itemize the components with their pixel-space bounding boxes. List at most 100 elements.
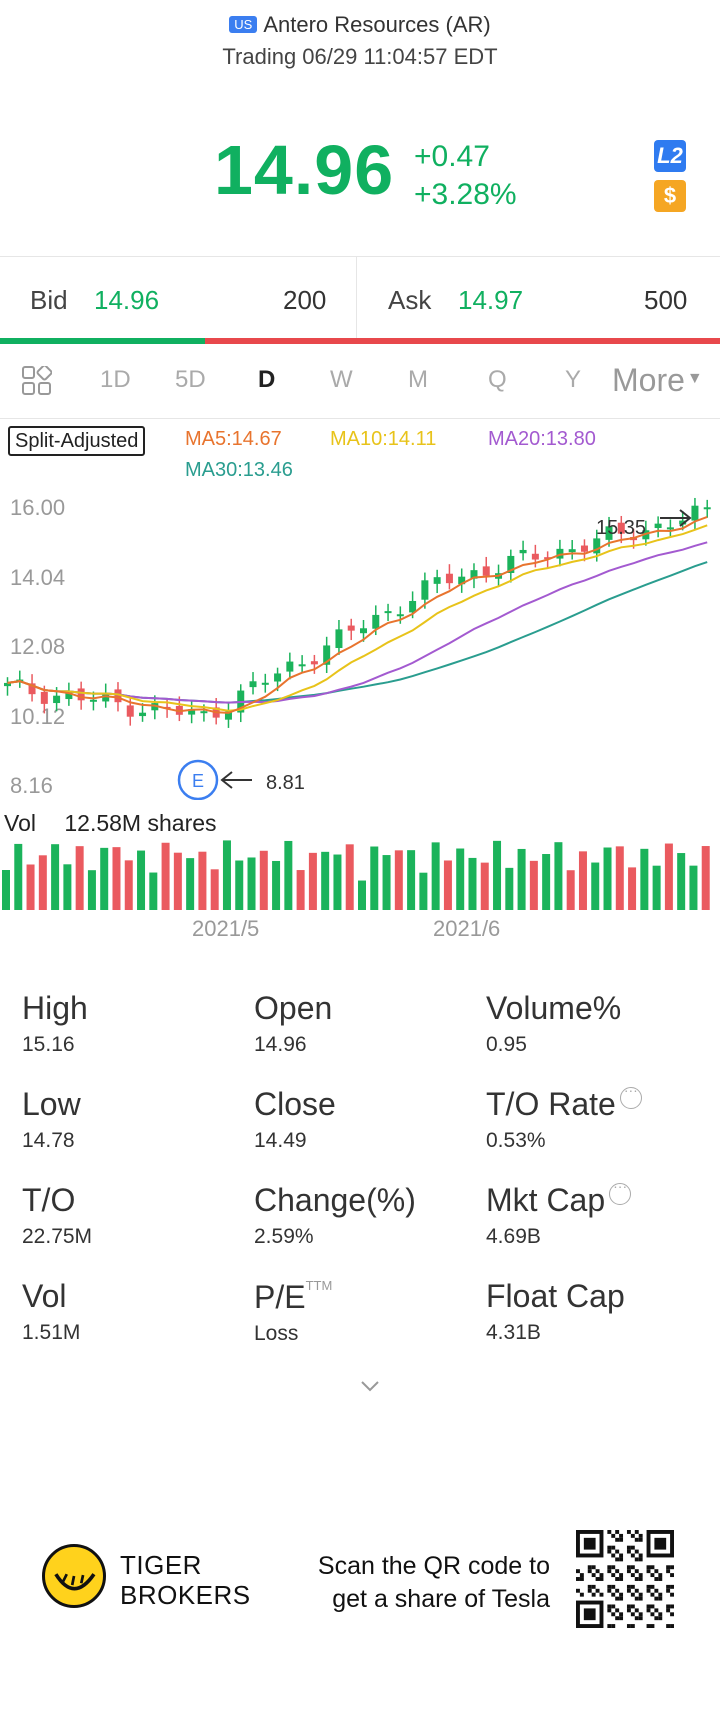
ma10-value: MA10:14.11 xyxy=(330,428,437,450)
volume-bar xyxy=(284,840,293,910)
qr-module xyxy=(619,1592,624,1597)
tab-w[interactable]: W xyxy=(330,366,353,393)
qr-module xyxy=(619,1557,624,1562)
change-percent: +3.28% xyxy=(414,178,517,211)
volume-bar xyxy=(443,860,452,910)
volume-bar xyxy=(578,851,587,910)
volume-bar xyxy=(100,847,109,910)
stat-value: Loss xyxy=(254,1322,299,1345)
stat-value: 14.49 xyxy=(254,1129,307,1152)
volume-bar xyxy=(628,867,637,910)
qr-module xyxy=(615,1530,620,1534)
stat-turnover-rate: T/O Rate 0.53% xyxy=(486,1082,706,1153)
volume-bar xyxy=(529,860,538,910)
qr-module xyxy=(576,1588,580,1593)
qr-module xyxy=(650,1612,655,1617)
tab-more[interactable]: More ▼ xyxy=(612,362,703,399)
volume-summary: Vol 12.58M shares xyxy=(4,810,217,837)
candle-body xyxy=(89,699,97,702)
stat-change-pct: Change(%) 2.59% xyxy=(254,1182,474,1249)
qr-module xyxy=(638,1557,643,1562)
stat-value: 4.31B xyxy=(486,1321,541,1344)
tab-q[interactable]: Q xyxy=(488,366,507,393)
stat-value: 2.59% xyxy=(254,1225,314,1248)
volume-bar xyxy=(222,840,231,910)
stat-value: 1.51M xyxy=(22,1321,81,1344)
tab-1d[interactable]: 1D xyxy=(100,366,131,393)
tab-d[interactable]: D xyxy=(258,366,276,393)
qr-module xyxy=(650,1624,655,1628)
qr-module xyxy=(607,1569,612,1574)
volume-bar xyxy=(210,869,219,910)
candle-body xyxy=(372,614,380,629)
qr-module xyxy=(666,1624,671,1628)
tab-y[interactable]: Y xyxy=(565,366,582,393)
volume-bar xyxy=(382,855,391,910)
candle-body xyxy=(310,661,318,665)
qr-module xyxy=(666,1604,671,1609)
qr-module xyxy=(654,1577,659,1581)
candle-body xyxy=(544,557,552,560)
volume-bar xyxy=(63,864,72,910)
stat-label: T/O Rate xyxy=(486,1086,616,1122)
qr-module xyxy=(607,1604,612,1609)
candle-body xyxy=(261,682,269,685)
qr-module xyxy=(626,1584,631,1589)
tab-m[interactable]: M xyxy=(408,366,428,393)
stat-label: T/O xyxy=(22,1182,76,1218)
qr-module xyxy=(611,1573,616,1578)
qr-module xyxy=(638,1592,643,1597)
tab-5d[interactable]: 5D xyxy=(175,366,206,393)
grid-icon[interactable] xyxy=(22,366,52,396)
price-tick: 16.00 xyxy=(10,495,66,520)
qr-module xyxy=(638,1573,643,1578)
qr-module xyxy=(626,1604,631,1609)
earnings-event-icon[interactable] xyxy=(177,759,219,800)
candle-body xyxy=(384,611,392,614)
qr-module xyxy=(630,1612,635,1617)
ask-label: Ask xyxy=(388,285,432,315)
stat-label: Close xyxy=(254,1086,336,1122)
qr-module xyxy=(615,1557,620,1562)
candlestick-chart[interactable]: 15.35 E 8.81 xyxy=(0,480,720,800)
qr-module xyxy=(630,1533,635,1538)
volume-bar xyxy=(198,851,207,910)
qr-module xyxy=(630,1604,635,1609)
volume-bar xyxy=(689,865,698,910)
chevron-down-icon[interactable] xyxy=(360,1376,380,1396)
qr-module xyxy=(607,1624,612,1628)
currency-icon[interactable]: $ xyxy=(654,180,686,212)
stat-value: 15.16 xyxy=(22,1033,75,1056)
level2-icon[interactable]: L2 xyxy=(654,140,686,172)
stat-value: 0.53% xyxy=(486,1129,546,1152)
candle-body xyxy=(139,712,147,717)
candle-body xyxy=(40,691,48,704)
info-icon[interactable] xyxy=(609,1178,632,1205)
qr-module xyxy=(646,1608,651,1613)
ma30-line xyxy=(7,561,708,704)
qr-module xyxy=(634,1557,639,1562)
candle-body xyxy=(323,645,331,665)
qr-module xyxy=(630,1624,635,1628)
qr-module xyxy=(634,1596,639,1601)
candle-body xyxy=(691,505,699,521)
candle-body xyxy=(531,553,539,560)
info-icon[interactable] xyxy=(619,1082,642,1109)
candle-body xyxy=(482,566,490,576)
volume-bar xyxy=(26,864,35,910)
bid-ask-bar[interactable]: Bid 14.96 200 Ask 14.97 500 xyxy=(0,256,720,339)
last-price: 14.96 xyxy=(214,131,395,209)
volume-bar xyxy=(161,842,170,910)
candle-body xyxy=(666,527,674,530)
qr-module xyxy=(638,1616,643,1621)
qr-module xyxy=(670,1573,674,1578)
split-adjusted-toggle[interactable]: Split-Adjusted xyxy=(8,426,146,456)
period-tabs: 1D 5D D W M Q Y More ▼ xyxy=(0,344,720,419)
qr-module xyxy=(626,1608,631,1613)
qr-module xyxy=(634,1608,639,1613)
qr-module xyxy=(658,1612,663,1617)
market-badge: US xyxy=(229,16,258,33)
qr-module xyxy=(579,1573,584,1578)
volume-bar xyxy=(554,842,563,910)
price-change: +0.47 +3.28% xyxy=(414,138,517,214)
